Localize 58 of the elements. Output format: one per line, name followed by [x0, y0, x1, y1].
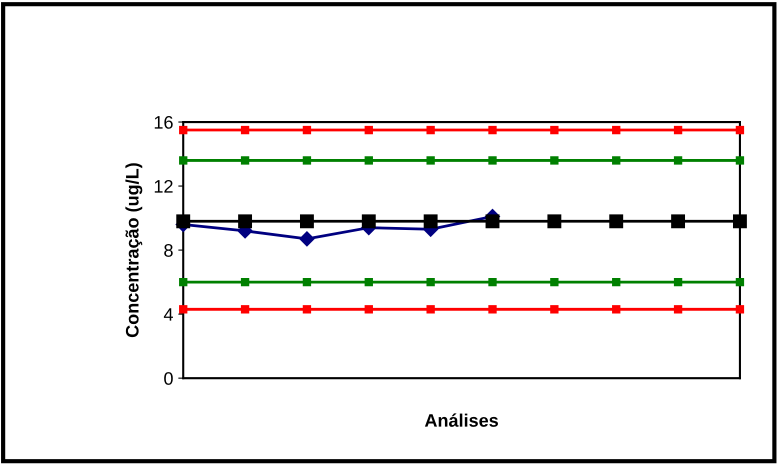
- point: [364, 278, 373, 286]
- point: [299, 231, 315, 246]
- point: [674, 126, 682, 134]
- point: [300, 214, 314, 228]
- point: [426, 278, 435, 286]
- y-tick-label: 12: [154, 180, 173, 193]
- point: [362, 214, 376, 228]
- point: [547, 214, 562, 228]
- point: [674, 278, 682, 286]
- point: [426, 126, 435, 134]
- point: [179, 305, 188, 314]
- point: [424, 214, 438, 228]
- point: [426, 305, 435, 314]
- point: [732, 214, 747, 228]
- point: [179, 126, 188, 134]
- point: [488, 126, 497, 134]
- point: [612, 278, 620, 286]
- point: [612, 305, 620, 314]
- point: [240, 126, 250, 134]
- point: [240, 305, 250, 314]
- point: [736, 126, 744, 134]
- point: [550, 305, 559, 314]
- point: [674, 156, 682, 165]
- point: [302, 278, 312, 286]
- point: [486, 214, 500, 228]
- point: [240, 156, 250, 165]
- point: [179, 278, 188, 286]
- point: [488, 278, 497, 286]
- point: [302, 305, 312, 314]
- point: [488, 305, 497, 314]
- point: [488, 156, 497, 165]
- point: [550, 126, 559, 134]
- point: [671, 214, 686, 228]
- point: [176, 214, 190, 228]
- point: [426, 156, 435, 165]
- point: [674, 305, 682, 314]
- point: [612, 156, 620, 165]
- point: [238, 214, 252, 228]
- point: [364, 305, 373, 314]
- point: [240, 278, 250, 286]
- point: [736, 305, 744, 314]
- point: [550, 278, 559, 286]
- y-tick-label: 16: [154, 116, 173, 129]
- point: [612, 126, 620, 134]
- point: [302, 126, 312, 134]
- point: [736, 156, 744, 165]
- point: [302, 156, 312, 165]
- point: [179, 156, 188, 165]
- y-tick-label: 0: [164, 372, 173, 385]
- point: [736, 278, 744, 286]
- x-axis-title: Análises: [424, 413, 498, 427]
- point: [364, 156, 373, 165]
- point: [609, 214, 624, 228]
- point: [364, 126, 373, 134]
- y-axis-title: Concentração (ug/L): [125, 163, 142, 338]
- point: [550, 156, 559, 165]
- y-tick-label: 8: [164, 244, 173, 257]
- y-tick-label: 4: [164, 308, 173, 321]
